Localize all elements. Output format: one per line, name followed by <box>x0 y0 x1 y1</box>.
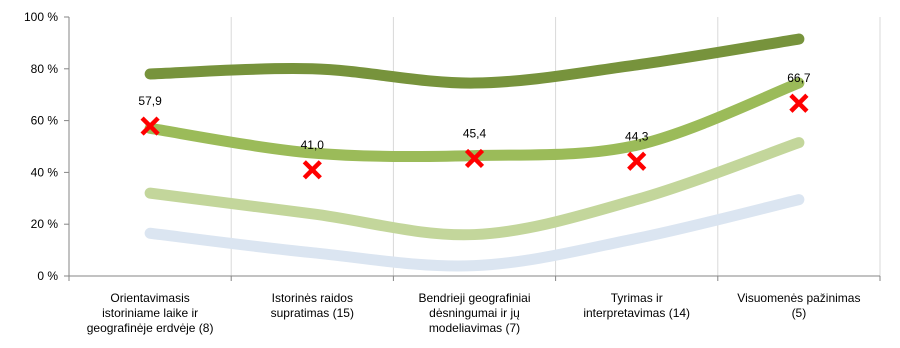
y-tick-label: 0 % <box>37 269 58 283</box>
data-label: 41,0 <box>301 138 325 152</box>
data-label: 57,9 <box>138 94 162 108</box>
data-point-marker <box>140 116 160 136</box>
axis-layer: 0 % 20 % 40 % 60 % 80 % 100 % Orientavimasis is… <box>24 10 881 335</box>
y-tick-label: 20 % <box>31 217 59 231</box>
data-label: 45,4 <box>463 126 487 140</box>
series-line-4 <box>144 194 805 272</box>
series-line-3 <box>144 137 805 241</box>
data-point-marker <box>627 151 647 171</box>
y-tick-label: 80 % <box>31 62 59 76</box>
x-tick-label: Visuomenės pažinimas (5) <box>737 291 860 320</box>
series-layer <box>144 33 805 272</box>
data-point-marker <box>302 160 322 180</box>
data-label: 44,3 <box>625 129 649 143</box>
x-tick-label: Bendrieji geografiniai dėsningumai ir jų m… <box>418 291 530 335</box>
series-line-1 <box>144 33 805 89</box>
y-tick-label: 100 % <box>24 10 58 24</box>
y-tick-label: 60 % <box>31 114 59 128</box>
label-layer: 57,9 41,0 45,4 44,3 66,7 <box>138 71 810 152</box>
data-label: 66,7 <box>787 71 811 85</box>
marker-layer <box>140 93 809 180</box>
x-tick-label: Tyrimas ir interpretavimas (14) <box>583 291 690 320</box>
x-tick-label: Orientavimasis istoriniame laike ir geogra… <box>87 291 214 335</box>
series-line-2 <box>144 77 805 163</box>
data-point-marker <box>789 93 809 113</box>
x-tick-label: Istorinės raidos supratimas (15) <box>271 291 354 320</box>
data-point-marker <box>464 148 485 169</box>
y-tick-label: 40 % <box>31 165 59 179</box>
